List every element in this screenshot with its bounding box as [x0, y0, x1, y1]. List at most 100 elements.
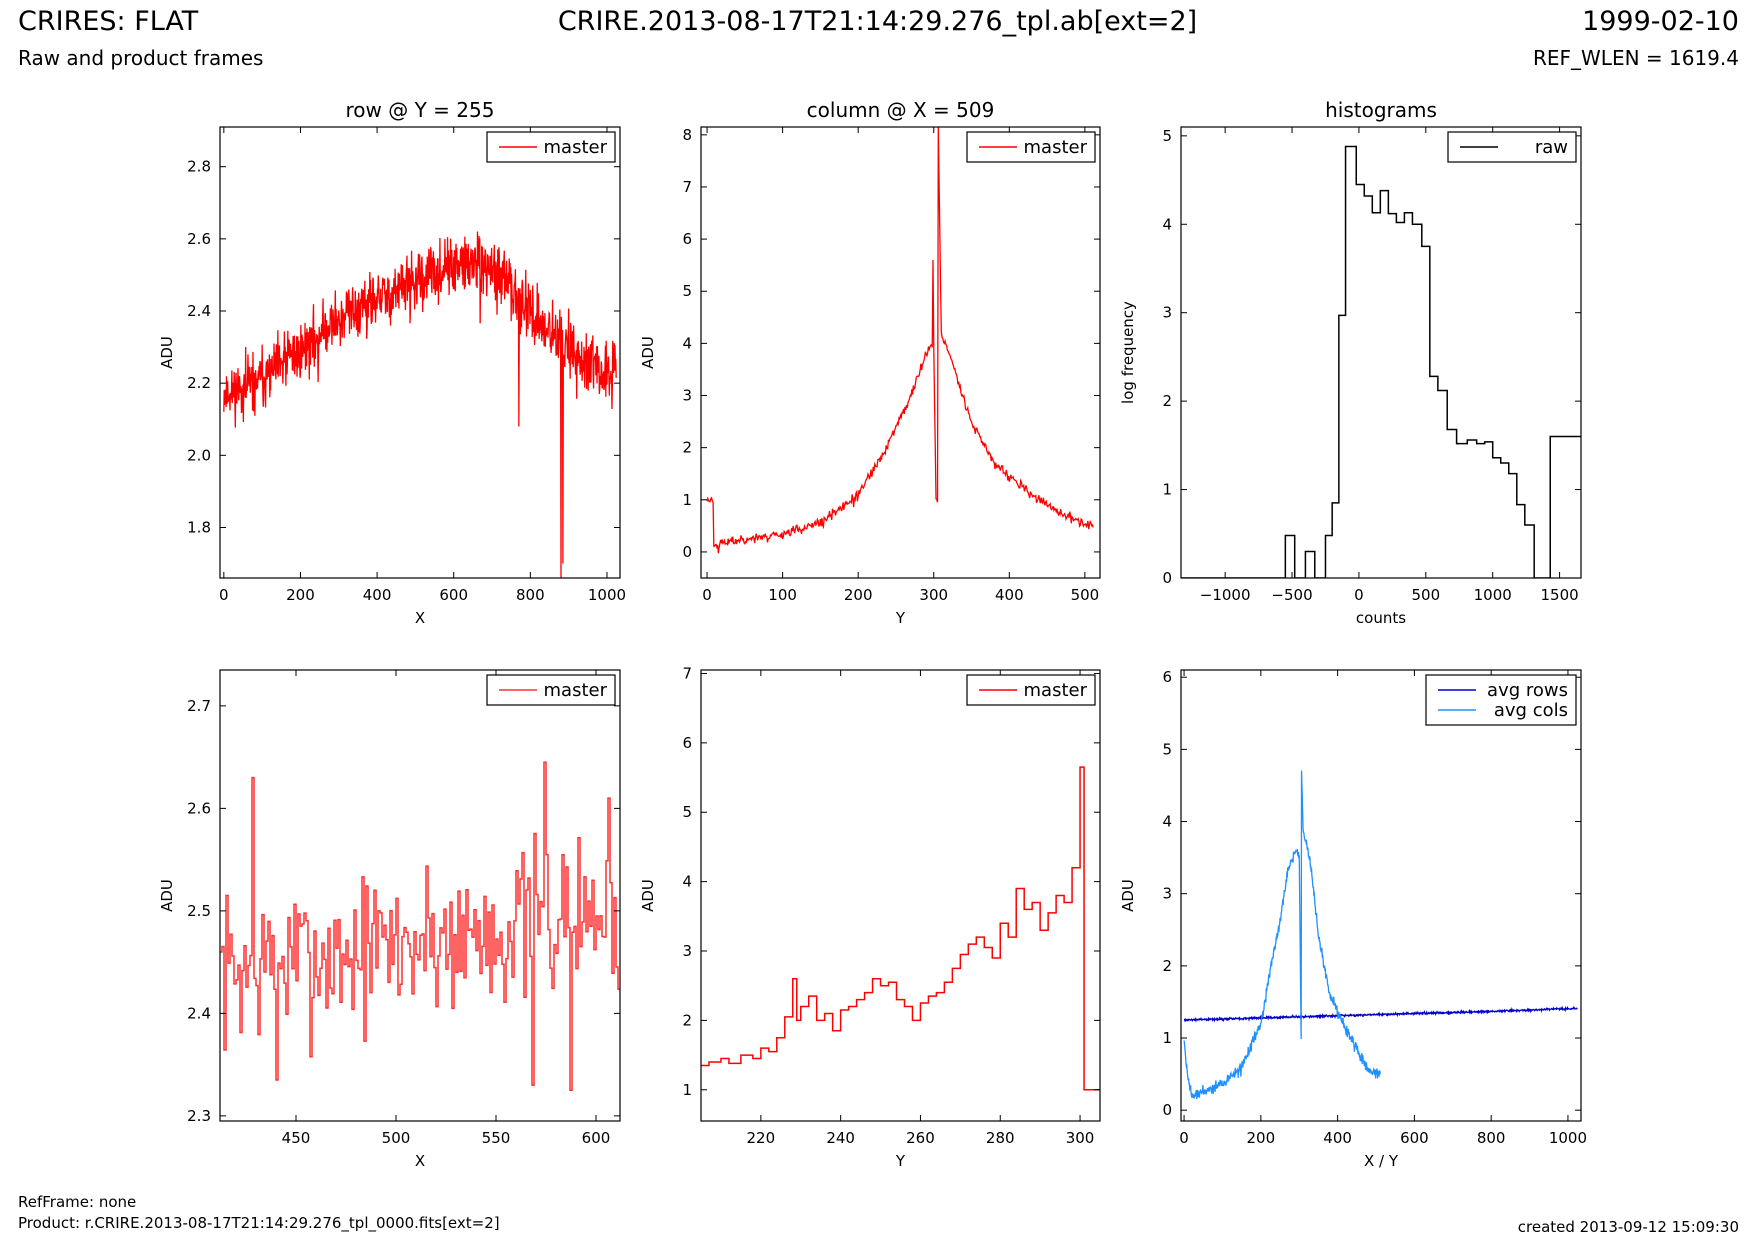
- x-tick-label: −1000: [1200, 586, 1251, 604]
- plot-area: [1181, 145, 1581, 578]
- y-tick-label: 5: [1162, 127, 1172, 145]
- x-tick-label: −500: [1271, 586, 1312, 604]
- y-tick-label: 3: [682, 942, 692, 960]
- y-tick-label: 3: [1162, 304, 1172, 322]
- x-tick-label: 550: [482, 1129, 511, 1147]
- y-tick-label: 2.7: [187, 697, 211, 715]
- axes-frame: [1180, 126, 1582, 579]
- x-tick-label: 280: [986, 1129, 1015, 1147]
- legend: master: [966, 674, 1096, 706]
- y-tick-label: 2.0: [187, 446, 211, 464]
- report-date: 1999-02-10: [1582, 6, 1739, 37]
- x-tick-label: 0: [1354, 586, 1364, 604]
- y-axis-label: ADU: [158, 336, 176, 369]
- chart-colzoom: 220 240 260 280 300 1 2 3 4 5 6 7 Y ADU master: [639, 664, 1101, 1170]
- chart-title: histograms: [1325, 98, 1437, 122]
- y-tick-label: 6: [682, 734, 692, 752]
- plot-area: [223, 231, 617, 578]
- y-axis-label: ADU: [158, 879, 176, 912]
- y-axis-label: log frequency: [1119, 301, 1137, 404]
- series-line-master: [223, 231, 617, 578]
- y-tick-label: 2.4: [187, 1004, 211, 1022]
- x-tick-label: 0: [702, 586, 712, 604]
- x-tick-label: 450: [282, 1129, 311, 1147]
- y-tick-label: 1: [682, 491, 692, 509]
- y-tick-label: 2: [1162, 392, 1172, 410]
- legend-label: avg cols: [1494, 700, 1568, 721]
- y-tick-label: 7: [682, 178, 692, 196]
- created-timestamp: created 2013-09-12 15:09:30: [1517, 1218, 1739, 1236]
- report-subtitle: Raw and product frames: [18, 46, 264, 70]
- x-tick-label: 600: [1400, 1129, 1429, 1147]
- legend: master: [486, 131, 616, 163]
- x-tick-label: 200: [844, 586, 873, 604]
- chart-avg: 0 200 400 600 800 1000 0 1 2 3 4 5 6 X / Y ADU avg rows…: [1119, 668, 1587, 1170]
- file-name: CRIRE.2013-08-17T21:14:29.276_tpl.ab[ext…: [557, 6, 1198, 37]
- y-tick-label: 7: [682, 664, 692, 682]
- y-tick-label: 2: [682, 439, 692, 457]
- legend-label: master: [1024, 680, 1088, 701]
- axes-frame: [219, 669, 621, 1122]
- x-tick-label: 100: [768, 586, 797, 604]
- plot-area: [1183, 770, 1578, 1100]
- axes-frame: [219, 126, 621, 579]
- x-tick-label: 1000: [588, 586, 626, 604]
- chart-col: 0 100 200 300 400 500 0 1 2 3 4 5 6 7 8 column @ X = 50…: [639, 98, 1101, 627]
- y-tick-label: 2.6: [187, 230, 211, 248]
- legend-label: master: [1024, 137, 1088, 158]
- x-axis-label: Y: [895, 1152, 906, 1170]
- legend: master: [966, 131, 1096, 163]
- x-tick-label: 600: [582, 1129, 611, 1147]
- x-axis-label: X: [415, 609, 425, 627]
- x-tick-label: 0: [219, 586, 229, 604]
- x-tick-label: 0: [1179, 1129, 1189, 1147]
- x-tick-label: 500: [1411, 586, 1440, 604]
- y-tick-label: 8: [682, 126, 692, 144]
- y-tick-label: 6: [1162, 668, 1172, 686]
- y-tick-label: 0: [1162, 1101, 1172, 1119]
- x-tick-label: 800: [1477, 1129, 1506, 1147]
- ref-wlen: REF_WLEN = 1619.4: [1532, 46, 1739, 70]
- plot-area: [701, 766, 1100, 1091]
- chart-title: row @ Y = 255: [346, 98, 495, 122]
- legend-label: master: [544, 137, 608, 158]
- y-tick-label: 2.8: [187, 158, 211, 176]
- axes-frame: [700, 126, 1101, 579]
- y-tick-label: 2.6: [187, 799, 211, 817]
- x-tick-label: 200: [1247, 1129, 1276, 1147]
- x-axis-label: Y: [895, 609, 906, 627]
- x-axis-label: X / Y: [1364, 1152, 1399, 1170]
- x-tick-label: 400: [995, 586, 1024, 604]
- series-line-master: [220, 761, 620, 1091]
- x-tick-label: 260: [906, 1129, 935, 1147]
- y-tick-label: 6: [682, 230, 692, 248]
- series-line-master: [701, 766, 1100, 1091]
- y-axis-label: ADU: [1119, 879, 1137, 912]
- series-line-avg-rows: [1183, 1005, 1578, 1023]
- legend: raw: [1447, 131, 1577, 163]
- y-tick-label: 2.5: [187, 902, 211, 920]
- y-tick-label: 3: [1162, 885, 1172, 903]
- y-tick-label: 4: [1162, 813, 1172, 831]
- axes-frame: [1180, 669, 1582, 1122]
- plot-area: [706, 127, 1094, 554]
- chart-rowzoom: 450 500 550 600 2.3 2.4 2.5 2.6 2.7 X ADU master: [158, 669, 621, 1170]
- x-axis-label: X: [415, 1152, 425, 1170]
- y-tick-label: 2: [1162, 957, 1172, 975]
- y-tick-label: 1: [682, 1081, 692, 1099]
- y-tick-label: 1: [1162, 481, 1172, 499]
- y-tick-label: 0: [1162, 569, 1172, 587]
- x-tick-label: 1000: [1549, 1129, 1587, 1147]
- legend-label: master: [544, 680, 608, 701]
- x-tick-label: 220: [747, 1129, 776, 1147]
- x-tick-label: 500: [1071, 586, 1100, 604]
- y-tick-label: 5: [1162, 740, 1172, 758]
- y-tick-label: 2.3: [187, 1107, 211, 1125]
- x-tick-label: 200: [286, 586, 315, 604]
- series-line-master: [706, 127, 1094, 554]
- y-tick-label: 2.4: [187, 302, 211, 320]
- product-label: Product: r.CRIRE.2013-08-17T21:14:29.276…: [18, 1214, 500, 1232]
- x-tick-label: 800: [516, 586, 545, 604]
